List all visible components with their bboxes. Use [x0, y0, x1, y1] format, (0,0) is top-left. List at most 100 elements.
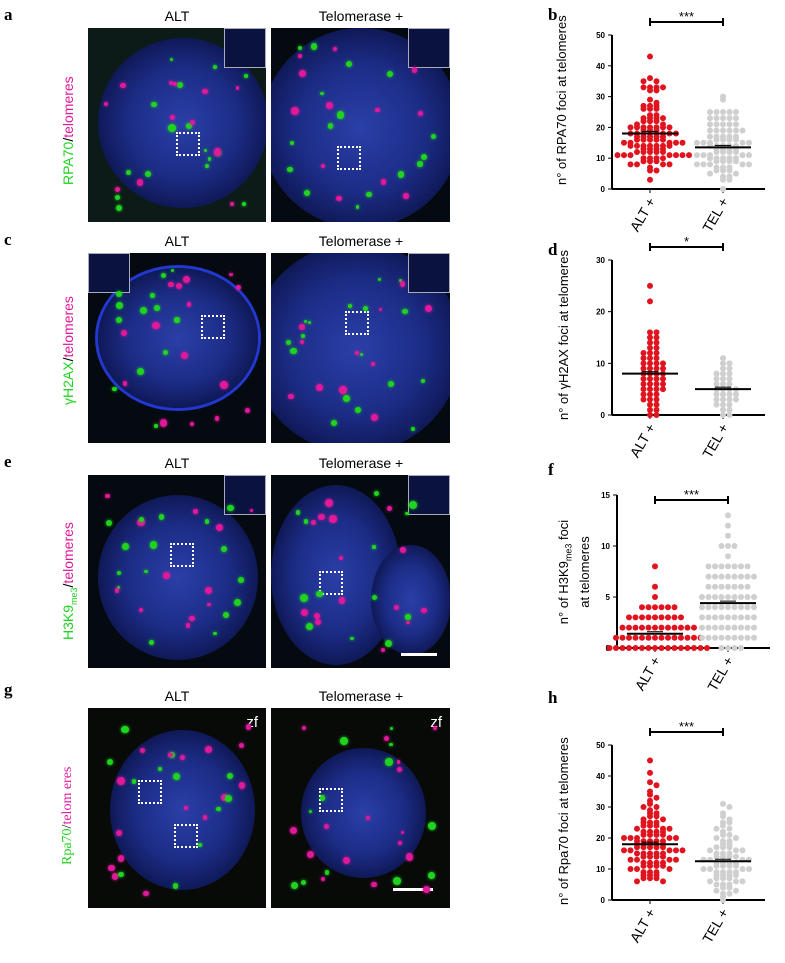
focus-dot [420, 378, 426, 384]
data-point [725, 543, 731, 549]
data-point [738, 563, 744, 570]
data-point [660, 853, 666, 860]
data-point [733, 149, 739, 156]
data-point [713, 396, 720, 403]
data-point [739, 866, 746, 872]
data-point [673, 835, 679, 841]
data-point [739, 847, 746, 854]
focus-dot [398, 841, 403, 846]
data-point [712, 573, 718, 580]
focus-dot [377, 278, 381, 282]
data-point [725, 532, 731, 539]
data-point [647, 96, 653, 103]
focus-dot [400, 830, 404, 834]
data-point [658, 604, 665, 611]
focus-dot [298, 69, 307, 78]
data-point [647, 344, 653, 351]
x-tick-label: ALT + [627, 421, 659, 461]
data-point [647, 813, 653, 820]
focus-dot [378, 307, 382, 311]
data-point [647, 386, 653, 393]
focus-dot [417, 161, 423, 167]
significance-label: *** [684, 487, 699, 502]
data-point [726, 853, 733, 860]
focus-dot [114, 187, 120, 193]
focus-dot [122, 543, 129, 550]
data-point [744, 634, 751, 641]
data-point [640, 862, 647, 869]
focus-dot [241, 202, 246, 206]
focus-dot [393, 877, 402, 886]
focus-dot [197, 843, 202, 848]
data-point [731, 645, 738, 651]
data-point [640, 350, 647, 356]
focus-dot [298, 54, 302, 58]
data-point [665, 645, 671, 651]
data-point [640, 365, 647, 372]
stain-label-rpa70: RPA70/telomeres [60, 76, 76, 185]
data-point [726, 884, 733, 891]
data-point [726, 127, 733, 134]
data-point [705, 614, 712, 621]
data-point [720, 381, 726, 387]
focus-dot [238, 742, 244, 749]
data-point [691, 645, 697, 651]
focus-dot [116, 205, 123, 212]
data-point [613, 634, 619, 641]
data-point [652, 563, 658, 570]
focus-dot [219, 381, 228, 389]
data-point [707, 121, 713, 128]
data-point [726, 844, 733, 851]
focus-dot [170, 268, 174, 272]
data-point [738, 634, 744, 641]
data-point [713, 862, 720, 869]
data-point [660, 365, 666, 372]
data-point [725, 645, 731, 651]
focus-dot [324, 869, 330, 875]
data-point [713, 127, 720, 134]
data-point [726, 375, 733, 382]
data-point [726, 825, 733, 832]
focus-dot [348, 303, 353, 308]
data-point [733, 109, 739, 115]
data-point [653, 844, 660, 851]
data-point [647, 412, 653, 418]
focus-dot [154, 424, 158, 428]
data-point [627, 847, 634, 854]
focus-dot [236, 284, 242, 291]
y-tick-label: 10 [596, 865, 605, 874]
focus-dot [168, 753, 173, 758]
y-tick-label: 20 [596, 123, 605, 132]
data-point [639, 604, 645, 611]
focus-dot [397, 171, 405, 178]
focus-dot [428, 872, 435, 880]
focus-dot [105, 493, 110, 499]
data-point [621, 152, 627, 159]
focus-dot [111, 386, 117, 392]
data-point [712, 583, 718, 590]
focus-dot [424, 304, 433, 313]
focus-dot [310, 43, 318, 51]
focus-dot [150, 101, 157, 108]
data-point [660, 115, 666, 122]
data-point [746, 152, 752, 159]
data-point [720, 96, 726, 103]
y-tick-label: 50 [596, 31, 605, 40]
focus-dot [213, 148, 222, 156]
micrograph-a-tel [271, 28, 450, 222]
focus-dot [406, 853, 414, 861]
data-point [731, 624, 738, 631]
data-point [705, 594, 712, 600]
data-point [653, 375, 660, 382]
focus-dot [143, 569, 148, 574]
data-point [647, 53, 653, 60]
chart-ylabel-d: n° of γH2AX foci at telomeres [556, 250, 571, 420]
focus-dot [366, 816, 370, 820]
focus-dot [301, 334, 305, 338]
focus-dot [215, 524, 223, 532]
focus-dot [389, 726, 393, 730]
focus-dot [227, 772, 234, 779]
data-point [731, 543, 738, 549]
focus-dot [193, 509, 198, 514]
